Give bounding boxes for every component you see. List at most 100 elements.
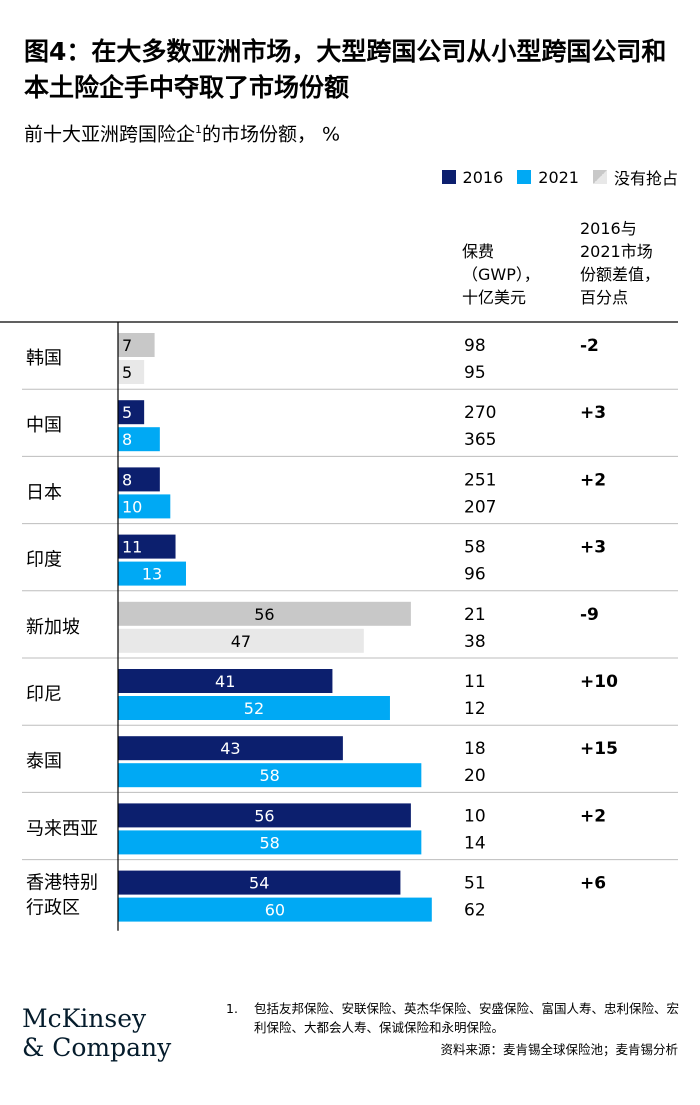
bar-2021 [118, 897, 432, 922]
gwp-value-2016: 51 [464, 874, 486, 894]
legend-label-2016: 2016 [462, 167, 504, 187]
bar-2016 [118, 467, 160, 492]
row-label: 泰国 [26, 751, 62, 772]
diff-header-line: 2021市场 [580, 242, 653, 261]
gwp-value-2016: 58 [464, 538, 486, 558]
legend-item-not-captured: 没有抢占 [592, 165, 678, 189]
gwp-column-header: 保费 （GWP）， 十亿美元 [462, 240, 572, 309]
gwp-value-2016: 270 [464, 403, 496, 423]
bar-2021 [118, 763, 422, 788]
footnote-number: 1. [226, 1001, 238, 1016]
bar-2016 [118, 534, 176, 559]
row-label: 韩国 [26, 348, 62, 369]
legend-item-2021: 2021 [517, 168, 579, 187]
chart-subtitle: 前十大亚洲跨国险企1的市场份额， % [24, 117, 340, 147]
gwp-value-2021: 38 [464, 632, 486, 652]
legend-label-not-captured: 没有抢占 [613, 169, 678, 188]
bar-2021 [118, 561, 186, 586]
legend-swatch-2016 [441, 170, 456, 184]
bar-2016 [118, 870, 401, 895]
data-label-2016: 11 [122, 538, 142, 557]
gwp-value-2016: 98 [464, 336, 486, 356]
data-label-2016: 7 [122, 336, 132, 355]
legend-item-2016: 2016 [441, 167, 504, 187]
data-label-2021: 58 [259, 833, 279, 852]
gwp-value-2021: 207 [464, 497, 496, 517]
row-label: 印尼 [26, 684, 62, 705]
data-label-2021: 52 [244, 699, 264, 718]
share-difference: +2 [580, 470, 606, 490]
gwp-value-2016: 18 [464, 739, 486, 759]
gwp-value-2021: 62 [464, 901, 486, 921]
logo-line-1: McKinsey [22, 1004, 147, 1033]
row-label: 印度 [26, 550, 62, 571]
gwp-value-2016: 251 [464, 470, 496, 490]
legend: 2016 2021 没有抢占 [428, 165, 678, 189]
diff-header-line: 百分点 [580, 288, 629, 307]
mckinsey-logo: McKinsey & Company [22, 1004, 171, 1062]
gwp-value-2016: 11 [464, 672, 486, 692]
data-label-2016: 8 [122, 470, 132, 489]
data-label-2021: 5 [122, 363, 132, 382]
gwp-value-2021: 12 [464, 699, 486, 719]
gwp-value-2021: 96 [464, 565, 486, 585]
share-difference: +3 [580, 538, 606, 558]
diff-header-line: 2016与 [580, 219, 637, 238]
data-label-2021: 13 [142, 565, 162, 584]
bar-2016 [118, 669, 333, 693]
gwp-value-2016: 21 [464, 605, 486, 625]
bar-2016 [118, 803, 411, 828]
legend-label-2021: 2021 [538, 167, 579, 187]
bar-2021 [118, 427, 160, 452]
diff-header-line: 份额差值， [580, 265, 661, 284]
bar-2016 [118, 736, 343, 761]
row-label: 香港特别 [26, 873, 98, 894]
data-label-2016: 56 [254, 605, 274, 624]
bar-2021 [118, 494, 171, 519]
subtitle-footnote-marker: 1 [195, 123, 203, 136]
share-difference: +6 [580, 874, 606, 894]
row-label: 马来西亚 [26, 818, 98, 839]
data-label-2016: 54 [249, 874, 269, 893]
data-label-2016: 56 [254, 806, 274, 825]
bar-2021 [118, 628, 364, 653]
legend-swatch-2021 [517, 170, 532, 184]
footnote: 1. 包括友邦保险、安联保险、英杰华保险、安盛保险、富国人寿、忠利保险、宏利保险… [226, 999, 686, 1037]
share-difference: -2 [580, 336, 599, 356]
row-label: 日本 [26, 482, 62, 503]
data-label-2016: 41 [215, 672, 235, 691]
footnote-text: 包括友邦保险、安联保险、英杰华保险、安盛保险、富国人寿、忠利保险、宏利保险、大都… [254, 1001, 680, 1035]
bar-2021 [118, 830, 422, 855]
bar-2021 [118, 360, 145, 384]
subtitle-main: 前十大亚洲跨国险企 [24, 123, 196, 146]
data-label-2021: 10 [122, 497, 142, 516]
bar-2016 [118, 400, 145, 425]
gwp-header-line: （GWP）， [462, 265, 540, 284]
data-label-2021: 47 [231, 632, 251, 651]
data-label-2016: 5 [122, 403, 132, 422]
data-label-2016: 43 [220, 739, 240, 758]
data-label-2021: 60 [265, 901, 285, 920]
row-label: 新加坡 [26, 617, 80, 638]
data-label-2021: 58 [259, 766, 279, 785]
logo-line-2: & Company [22, 1033, 172, 1062]
share-difference: -9 [580, 605, 599, 625]
row-label: 行政区 [26, 898, 80, 919]
row-label: 中国 [26, 415, 62, 436]
source-note: 资料来源：麦肯锡全球保险池；麦肯锡分析 [440, 1042, 678, 1057]
diff-column-header: 2016与 2021市场 份额差值， 百分点 [580, 217, 690, 309]
bar-2021 [118, 696, 390, 720]
share-difference: +3 [580, 403, 606, 423]
gwp-value-2021: 365 [464, 430, 496, 450]
legend-swatch-not-captured [592, 170, 607, 184]
share-difference: +15 [580, 739, 618, 759]
bar-2016 [118, 601, 411, 626]
gwp-header-line: 十亿美元 [462, 288, 527, 307]
gwp-value-2016: 10 [464, 806, 486, 826]
gwp-header-line: 保费 [462, 242, 495, 261]
gwp-value-2021: 95 [464, 363, 486, 383]
share-difference: +10 [580, 672, 618, 692]
bar-2016 [118, 333, 155, 357]
subtitle-tail: 的市场份额， % [202, 123, 341, 146]
chart-title: 图4：在大多数亚洲市场，大型跨国公司从小型跨国公司和本土险企手中夺取了市场份额 [24, 37, 667, 102]
